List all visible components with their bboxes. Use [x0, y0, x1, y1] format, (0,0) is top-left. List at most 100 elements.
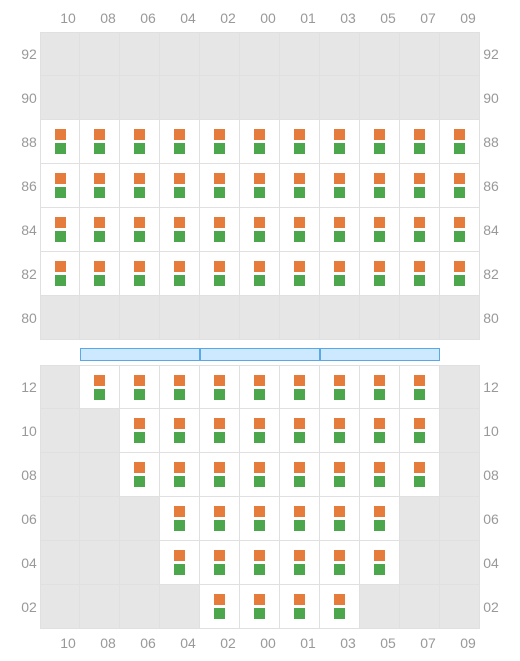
- seat-cell[interactable]: [280, 32, 320, 76]
- seat-cell[interactable]: [280, 365, 320, 409]
- seat-cell[interactable]: [400, 164, 440, 208]
- seat-cell[interactable]: [40, 76, 80, 120]
- seat-cell[interactable]: [400, 453, 440, 497]
- seat-cell[interactable]: [360, 296, 400, 340]
- seat-cell[interactable]: [160, 252, 200, 296]
- seat-cell[interactable]: [200, 497, 240, 541]
- seat-cell[interactable]: [400, 365, 440, 409]
- seat-cell[interactable]: [320, 497, 360, 541]
- seat-cell[interactable]: [320, 164, 360, 208]
- seat-cell[interactable]: [360, 585, 400, 629]
- seat-cell[interactable]: [80, 497, 120, 541]
- seat-cell[interactable]: [320, 541, 360, 585]
- seat-cell[interactable]: [440, 76, 480, 120]
- seat-cell[interactable]: [160, 120, 200, 164]
- seat-cell[interactable]: [80, 585, 120, 629]
- seat-cell[interactable]: [400, 208, 440, 252]
- seat-cell[interactable]: [360, 76, 400, 120]
- seat-cell[interactable]: [200, 252, 240, 296]
- seat-cell[interactable]: [200, 76, 240, 120]
- seat-cell[interactable]: [120, 120, 160, 164]
- seat-cell[interactable]: [80, 76, 120, 120]
- seat-cell[interactable]: [200, 541, 240, 585]
- seat-cell[interactable]: [120, 296, 160, 340]
- seat-cell[interactable]: [320, 453, 360, 497]
- seat-cell[interactable]: [160, 585, 200, 629]
- seat-cell[interactable]: [40, 208, 80, 252]
- seat-cell[interactable]: [200, 164, 240, 208]
- seat-cell[interactable]: [40, 120, 80, 164]
- seat-cell[interactable]: [240, 208, 280, 252]
- seat-cell[interactable]: [120, 208, 160, 252]
- seat-cell[interactable]: [440, 120, 480, 164]
- seat-cell[interactable]: [280, 497, 320, 541]
- seat-cell[interactable]: [360, 32, 400, 76]
- seat-cell[interactable]: [160, 164, 200, 208]
- seat-cell[interactable]: [440, 296, 480, 340]
- seat-cell[interactable]: [120, 541, 160, 585]
- seat-cell[interactable]: [160, 32, 200, 76]
- seat-cell[interactable]: [440, 32, 480, 76]
- seat-cell[interactable]: [120, 453, 160, 497]
- seat-cell[interactable]: [40, 541, 80, 585]
- seat-cell[interactable]: [440, 585, 480, 629]
- seat-cell[interactable]: [440, 365, 480, 409]
- seat-cell[interactable]: [80, 120, 120, 164]
- seat-cell[interactable]: [320, 585, 360, 629]
- seat-cell[interactable]: [200, 365, 240, 409]
- seat-cell[interactable]: [120, 409, 160, 453]
- seat-cell[interactable]: [400, 252, 440, 296]
- seat-cell[interactable]: [160, 296, 200, 340]
- seat-cell[interactable]: [400, 497, 440, 541]
- seat-cell[interactable]: [40, 453, 80, 497]
- seat-cell[interactable]: [280, 409, 320, 453]
- seat-cell[interactable]: [80, 409, 120, 453]
- seat-cell[interactable]: [360, 120, 400, 164]
- seat-cell[interactable]: [360, 365, 400, 409]
- seat-cell[interactable]: [40, 32, 80, 76]
- seat-cell[interactable]: [200, 585, 240, 629]
- seat-cell[interactable]: [360, 208, 400, 252]
- seat-cell[interactable]: [440, 164, 480, 208]
- seat-cell[interactable]: [160, 497, 200, 541]
- seat-cell[interactable]: [120, 365, 160, 409]
- seat-cell[interactable]: [200, 296, 240, 340]
- seat-cell[interactable]: [120, 252, 160, 296]
- seat-cell[interactable]: [40, 252, 80, 296]
- seat-cell[interactable]: [280, 252, 320, 296]
- seat-cell[interactable]: [360, 541, 400, 585]
- seat-cell[interactable]: [80, 164, 120, 208]
- seat-cell[interactable]: [80, 296, 120, 340]
- seat-cell[interactable]: [80, 541, 120, 585]
- seat-cell[interactable]: [320, 409, 360, 453]
- seat-cell[interactable]: [280, 164, 320, 208]
- seat-cell[interactable]: [440, 252, 480, 296]
- seat-cell[interactable]: [320, 32, 360, 76]
- seat-cell[interactable]: [120, 164, 160, 208]
- seat-cell[interactable]: [160, 365, 200, 409]
- seat-cell[interactable]: [320, 76, 360, 120]
- seat-cell[interactable]: [200, 32, 240, 76]
- seat-cell[interactable]: [160, 541, 200, 585]
- seat-cell[interactable]: [280, 296, 320, 340]
- seat-cell[interactable]: [40, 365, 80, 409]
- seat-cell[interactable]: [40, 585, 80, 629]
- seat-cell[interactable]: [160, 453, 200, 497]
- seat-cell[interactable]: [240, 497, 280, 541]
- seat-cell[interactable]: [440, 409, 480, 453]
- seat-cell[interactable]: [200, 409, 240, 453]
- seat-cell[interactable]: [240, 541, 280, 585]
- seat-cell[interactable]: [280, 76, 320, 120]
- seat-cell[interactable]: [280, 208, 320, 252]
- seat-cell[interactable]: [160, 208, 200, 252]
- seat-cell[interactable]: [80, 208, 120, 252]
- seat-cell[interactable]: [200, 208, 240, 252]
- seat-cell[interactable]: [200, 120, 240, 164]
- seat-cell[interactable]: [80, 365, 120, 409]
- seat-cell[interactable]: [360, 453, 400, 497]
- seat-cell[interactable]: [40, 497, 80, 541]
- seat-cell[interactable]: [440, 541, 480, 585]
- seat-cell[interactable]: [400, 585, 440, 629]
- seat-cell[interactable]: [40, 164, 80, 208]
- seat-cell[interactable]: [240, 32, 280, 76]
